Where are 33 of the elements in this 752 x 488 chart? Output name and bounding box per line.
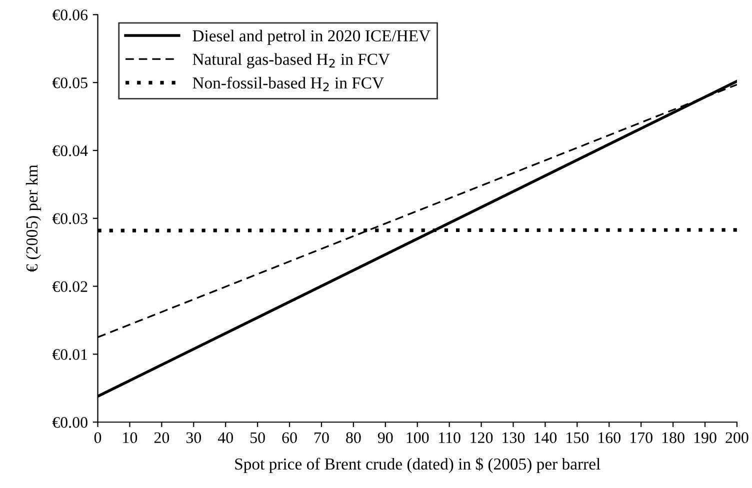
y-tick-label: €0.06	[52, 10, 88, 20]
legend-label: Diesel and petrol in 2020 ICE/HEV	[192, 30, 430, 45]
x-tick-label: 140	[534, 432, 557, 444]
legend-label: Natural gas-based H$_{2}$ in FCV	[192, 53, 390, 68]
x-tick-label: 70	[314, 432, 329, 444]
x-tick-label: 10	[123, 432, 138, 444]
x-tick-label: 80	[346, 432, 361, 444]
y-tick-label: €0.00	[52, 417, 88, 428]
x-tick-label: 130	[502, 432, 525, 444]
y-tick-label: €0.03	[52, 213, 88, 224]
y-tick-label: €0.04	[52, 145, 88, 156]
y-axis-title: € (2005) per km	[26, 164, 41, 272]
x-tick-label: 90	[378, 432, 393, 444]
y-tick-label: €0.01	[52, 349, 88, 360]
x-tick-label: 40	[218, 432, 233, 444]
x-tick-label: 160	[598, 432, 620, 444]
x-tick-label: 50	[250, 432, 265, 444]
x-tick-label: 110	[439, 432, 460, 444]
x-tick-label: 100	[406, 432, 429, 444]
y-tick-label: €0.05	[52, 77, 88, 88]
x-tick-label: 190	[694, 432, 716, 444]
x-tick-label: 180	[662, 432, 684, 444]
y-tick-label: €0.02	[52, 281, 88, 292]
x-axis-title: Spot price of Brent crude (dated) in $ (2005) per barrel	[235, 457, 600, 474]
x-tick-label: 150	[566, 432, 589, 444]
x-tick-label: 0	[94, 432, 102, 444]
x-tick-label: 60	[282, 432, 297, 444]
x-tick-label: 200	[726, 432, 748, 444]
x-tick-label: 170	[630, 432, 652, 444]
x-tick-label: 120	[470, 432, 493, 444]
legend-label: Non-fossil-based H$_{2}$ in FCV	[192, 76, 384, 92]
x-tick-label: 30	[186, 432, 202, 444]
x-tick-label: 20	[154, 432, 170, 444]
